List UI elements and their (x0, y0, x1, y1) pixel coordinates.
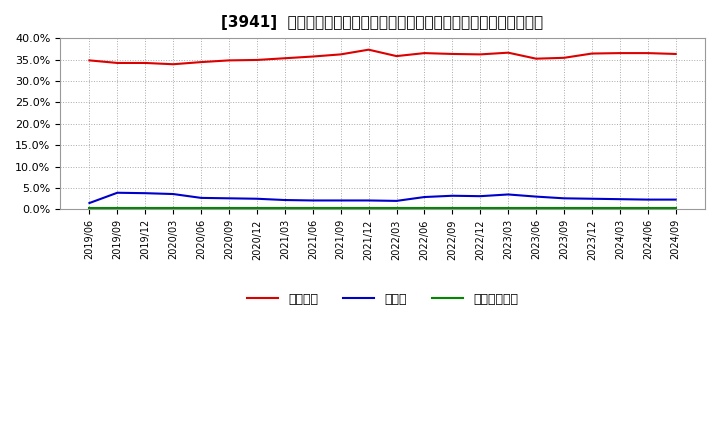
繰延税金資産 (448, 205, 456, 211)
繰延税金資産 (420, 205, 428, 211)
のれん (616, 197, 624, 202)
のれん (113, 190, 122, 195)
繰延税金資産 (113, 205, 122, 211)
自己資本 (476, 52, 485, 57)
のれん (169, 191, 178, 197)
繰延税金資産 (169, 205, 178, 211)
自己資本 (113, 60, 122, 66)
自己資本 (169, 62, 178, 67)
自己資本 (644, 51, 652, 56)
自己資本 (197, 59, 205, 65)
のれん (476, 194, 485, 199)
自己資本 (336, 52, 345, 57)
のれん (336, 198, 345, 203)
自己資本 (420, 51, 428, 56)
繰延税金資産 (559, 205, 568, 211)
繰延税金資産 (616, 205, 624, 211)
自己資本 (588, 51, 596, 56)
自己資本 (616, 51, 624, 56)
のれん (532, 194, 541, 199)
繰延税金資産 (671, 205, 680, 211)
のれん (364, 198, 373, 203)
繰延税金資産 (504, 205, 513, 211)
自己資本 (308, 54, 317, 59)
のれん (141, 191, 150, 196)
繰延税金資産 (281, 205, 289, 211)
自己資本 (448, 51, 456, 57)
のれん (559, 196, 568, 201)
のれん (448, 193, 456, 198)
繰延税金資産 (364, 205, 373, 211)
のれん (420, 194, 428, 200)
繰延税金資産 (308, 205, 317, 211)
繰延税金資産 (392, 205, 401, 211)
のれん (85, 200, 94, 205)
Line: 自己資本: 自己資本 (89, 50, 675, 64)
のれん (392, 198, 401, 204)
繰延税金資産 (644, 205, 652, 211)
自己資本 (281, 55, 289, 61)
Title: [3941]  自己資本、のれん、繰延税金資産の総資産に対する比率の推移: [3941] 自己資本、のれん、繰延税金資産の総資産に対する比率の推移 (222, 15, 544, 30)
自己資本 (364, 47, 373, 52)
Legend: 自己資本, のれん, 繰延税金資産: 自己資本, のれん, 繰延税金資産 (242, 288, 523, 311)
自己資本 (392, 54, 401, 59)
自己資本 (85, 58, 94, 63)
のれん (197, 195, 205, 201)
繰延税金資産 (336, 205, 345, 211)
のれん (308, 198, 317, 203)
のれん (253, 196, 261, 202)
のれん (281, 198, 289, 203)
繰延税金資産 (532, 205, 541, 211)
自己資本 (504, 50, 513, 55)
自己資本 (559, 55, 568, 60)
のれん (504, 192, 513, 197)
のれん (225, 196, 233, 201)
のれん (588, 196, 596, 202)
自己資本 (225, 58, 233, 63)
自己資本 (253, 57, 261, 62)
自己資本 (671, 51, 680, 57)
のれん (644, 197, 652, 202)
繰延税金資産 (197, 205, 205, 211)
繰延税金資産 (225, 205, 233, 211)
Line: のれん: のれん (89, 193, 675, 203)
繰延税金資産 (476, 205, 485, 211)
自己資本 (141, 60, 150, 66)
繰延税金資産 (85, 205, 94, 211)
繰延税金資産 (141, 205, 150, 211)
繰延税金資産 (588, 205, 596, 211)
のれん (671, 197, 680, 202)
自己資本 (532, 56, 541, 61)
繰延税金資産 (253, 205, 261, 211)
